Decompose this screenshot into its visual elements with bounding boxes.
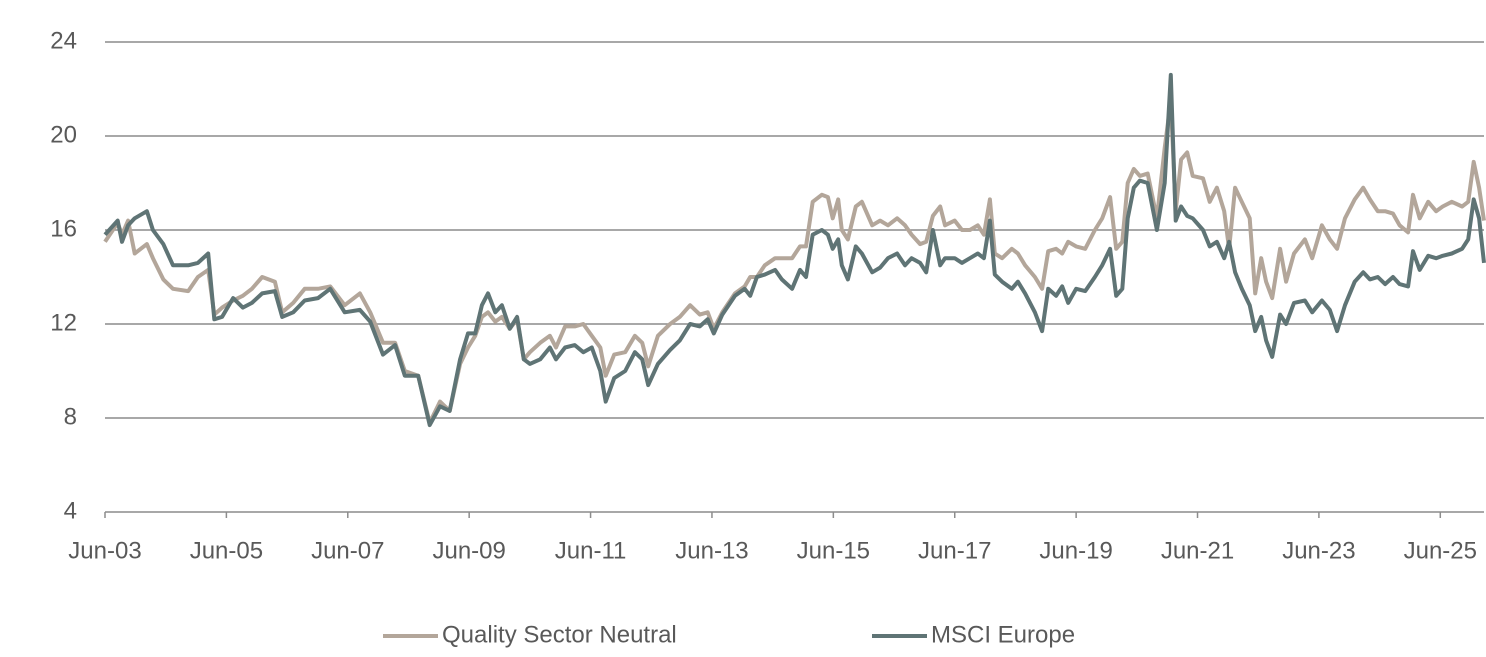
series-line: [103, 98, 1486, 425]
x-tick-label: Jun-07: [311, 537, 384, 564]
series-line: [103, 72, 1486, 428]
x-tick-label: Jun-21: [1161, 537, 1234, 564]
y-tick-label: 16: [50, 215, 77, 242]
y-tick-label: 8: [64, 403, 77, 430]
x-tick-label: Jun-23: [1282, 537, 1355, 564]
x-tick-label: Jun-15: [797, 537, 870, 564]
x-tick-label: Jun-19: [1039, 537, 1112, 564]
x-tick-label: Jun-13: [675, 537, 748, 564]
x-tick-label: Jun-17: [918, 537, 991, 564]
x-tick-label: Jun-03: [68, 537, 141, 564]
x-tick-label: Jun-09: [432, 537, 505, 564]
y-tick-label: 24: [50, 27, 77, 54]
y-tick-label: 4: [64, 497, 77, 524]
legend-label: MSCI Europe: [931, 621, 1075, 648]
x-tick-label: Jun-25: [1404, 537, 1477, 564]
x-tick-label: Jun-11: [555, 537, 627, 564]
y-tick-label: 12: [50, 309, 77, 336]
legend-label: Quality Sector Neutral: [442, 621, 677, 648]
y-tick-label: 20: [50, 121, 77, 148]
x-tick-label: Jun-05: [190, 537, 263, 564]
